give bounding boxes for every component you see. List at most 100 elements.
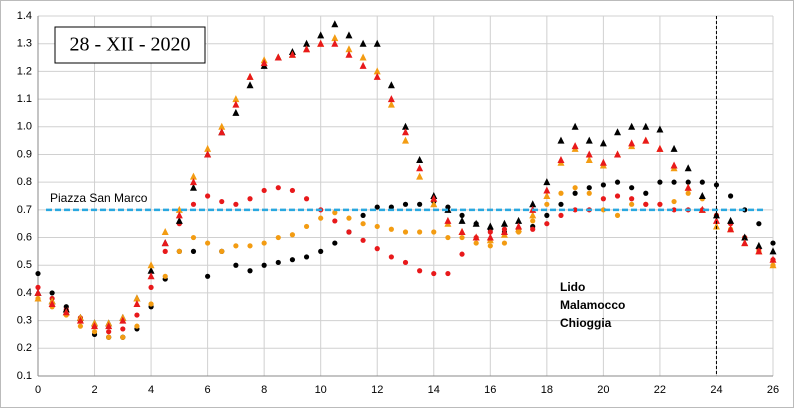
dot xyxy=(318,215,324,221)
triangle xyxy=(119,316,127,324)
chart-title: 28 - XII - 2020 xyxy=(69,34,190,56)
dot xyxy=(459,251,465,257)
dot xyxy=(247,196,253,202)
dot xyxy=(657,201,663,207)
triangle xyxy=(387,81,395,89)
y-tick-label: 0.2 xyxy=(17,342,32,354)
triangle xyxy=(543,192,551,199)
dot xyxy=(219,198,225,205)
triangle xyxy=(585,136,593,144)
y-tick-label: 0.4 xyxy=(17,287,32,299)
triangle xyxy=(331,39,339,47)
dot xyxy=(176,248,182,254)
dot xyxy=(190,234,197,241)
dot xyxy=(572,207,578,213)
dot xyxy=(572,190,578,196)
dot xyxy=(190,248,197,254)
triangle xyxy=(614,150,622,158)
triangle xyxy=(458,216,466,224)
triangle xyxy=(91,322,99,330)
triangle xyxy=(628,139,636,147)
triangle xyxy=(684,183,692,191)
dot xyxy=(77,323,84,329)
x-tick-label: 20 xyxy=(597,384,609,396)
triangle xyxy=(232,108,240,116)
dot xyxy=(275,259,281,266)
dot xyxy=(713,182,720,188)
legend-entry: Malamocco xyxy=(560,298,625,312)
triangle xyxy=(628,122,636,130)
triangle xyxy=(232,95,240,103)
overlay: Piazza San Marco Lido Malamocco Chioggia xyxy=(46,16,765,376)
dot xyxy=(247,243,253,249)
triangle xyxy=(189,172,197,180)
dot xyxy=(289,187,296,194)
dot xyxy=(233,201,239,207)
triangle xyxy=(345,45,353,53)
triangle xyxy=(232,100,240,108)
triangle xyxy=(218,122,226,130)
dot xyxy=(402,259,409,266)
triangle xyxy=(585,150,593,158)
triangle xyxy=(529,200,537,208)
dot xyxy=(530,218,536,224)
triangle xyxy=(218,128,226,136)
triangle xyxy=(48,300,56,307)
triangle xyxy=(373,67,381,75)
dot xyxy=(643,201,649,207)
dot xyxy=(190,201,197,207)
dot xyxy=(544,221,550,227)
dot xyxy=(501,240,508,246)
dot xyxy=(162,273,168,279)
dot xyxy=(346,215,352,221)
dot xyxy=(275,185,281,191)
dot xyxy=(685,179,691,185)
dot xyxy=(360,237,366,243)
triangle xyxy=(571,122,579,130)
dot xyxy=(643,190,649,196)
dot xyxy=(332,218,338,224)
y-tick-label: 1.3 xyxy=(17,38,32,50)
dot xyxy=(459,234,465,241)
dot xyxy=(402,229,409,235)
triangle xyxy=(246,81,254,89)
triangle xyxy=(402,136,409,144)
dot xyxy=(205,240,211,246)
triangle xyxy=(656,144,664,152)
triangle xyxy=(458,228,466,235)
triangle xyxy=(189,178,197,186)
dot xyxy=(402,201,409,207)
triangle xyxy=(246,72,254,80)
triangle xyxy=(727,216,735,224)
triangle xyxy=(712,211,720,219)
dot xyxy=(473,240,479,246)
triangle xyxy=(599,139,607,147)
dot xyxy=(544,201,550,207)
triangle xyxy=(416,172,424,180)
triangle xyxy=(599,158,607,166)
triangle xyxy=(529,211,537,219)
triangle xyxy=(189,183,197,191)
y-tick-label: 0.5 xyxy=(17,259,32,271)
triangle xyxy=(515,216,523,224)
dot xyxy=(600,182,606,188)
dot xyxy=(600,207,606,213)
triangle xyxy=(585,156,593,163)
triangle xyxy=(175,216,183,224)
triangle xyxy=(486,222,494,230)
triangle xyxy=(769,261,777,269)
triangle xyxy=(303,45,311,53)
triangle xyxy=(402,122,409,130)
triangle xyxy=(614,128,622,136)
triangle xyxy=(684,164,692,172)
dot xyxy=(205,193,211,199)
dot xyxy=(756,221,762,227)
dot xyxy=(261,187,267,194)
dot xyxy=(558,190,564,196)
dot xyxy=(219,248,225,254)
dot xyxy=(388,254,394,260)
dot xyxy=(247,268,253,274)
dot xyxy=(657,179,663,185)
dot xyxy=(303,254,310,260)
